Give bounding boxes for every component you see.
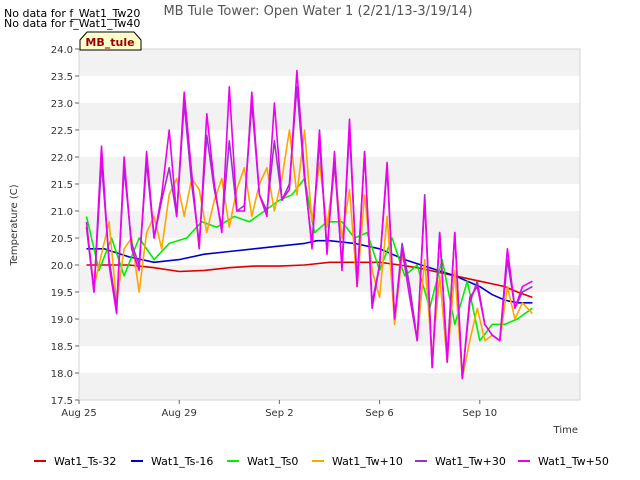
- y-tick-label: 22.0: [51, 153, 73, 164]
- series-line: [85, 129, 533, 380]
- legend-label: Wat1_Ts-16: [151, 455, 213, 468]
- legend-item: Wat1_Ts0: [227, 455, 298, 468]
- y-tick-label: 18.0: [51, 369, 73, 380]
- series-Wat1_Ts-16: [86, 239, 533, 304]
- series-line: [86, 239, 533, 304]
- legend-item: Wat1_Ts-16: [131, 455, 213, 468]
- y-tick-label: 17.5: [51, 396, 73, 407]
- y-tick-label: 21.5: [51, 180, 73, 191]
- grid-band: [79, 103, 580, 130]
- series-lines: [85, 69, 533, 380]
- station-tag: MB_tule: [79, 31, 142, 51]
- y-axis-label: Temperature (C): [9, 184, 20, 266]
- y-tick-label: 23.0: [51, 99, 73, 110]
- y-tick-label: 19.0: [51, 315, 73, 326]
- legend-item: Wat1_Ts-32: [34, 455, 116, 468]
- chart-title: MB Tule Tower: Open Water 1 (2/21/13-3/1…: [163, 4, 472, 19]
- y-tick-label: 21.0: [51, 207, 73, 218]
- grid-band: [79, 319, 580, 346]
- series-Wat1_Tw+10: [85, 129, 533, 380]
- x-tick-label: Aug 29: [161, 408, 196, 419]
- y-tick-label: 20.5: [51, 234, 73, 245]
- no-data-note-tw20: No data for f_Wat1_Tw20: [4, 7, 141, 20]
- legend-label: Wat1_Tw+30: [435, 455, 506, 468]
- x-tick-label: Sep 10: [462, 408, 497, 419]
- grid-band: [79, 157, 580, 184]
- y-tick-label: 19.5: [51, 288, 73, 299]
- legend-label: Wat1_Tw+50: [538, 455, 609, 468]
- x-tick-label: Aug 25: [61, 408, 96, 419]
- x-axis-ticks: Aug 25 Aug 29 Sep 2 Sep 6 Sep 10: [61, 400, 497, 419]
- legend-item: Wat1_Tw+50: [518, 455, 609, 468]
- x-tick-label: Sep 2: [265, 408, 293, 419]
- legend-label: Wat1_Ts-32: [54, 455, 116, 468]
- grid-band: [79, 49, 580, 76]
- y-tick-label: 24.0: [51, 45, 73, 56]
- legend-label: Wat1_Tw+10: [332, 455, 403, 468]
- y-tick-label: 22.5: [51, 126, 73, 137]
- series-Wat1_Ts0: [85, 177, 533, 342]
- station-tag-box: [79, 31, 142, 51]
- station-tag-label: MB_tule: [85, 36, 134, 49]
- no-data-note-tw40: No data for f_Wat1_Tw40: [4, 17, 141, 30]
- legend-item: Wat1_Tw+10: [312, 455, 403, 468]
- x-axis-label: Time: [553, 425, 578, 436]
- legend: Wat1_Ts-32 Wat1_Ts-16 Wat1_Ts0 Wat1_Tw+10 Wa…: [34, 455, 609, 468]
- grid-band: [79, 373, 580, 400]
- series-line: [85, 177, 533, 342]
- legend-label: Wat1_Ts0: [247, 455, 298, 468]
- series-Wat1_Tw+50: [85, 69, 533, 380]
- plot-frame: [78, 48, 581, 401]
- x-tick-label: Sep 6: [365, 408, 393, 419]
- y-tick-label: 23.5: [51, 72, 73, 83]
- series-line: [85, 69, 533, 380]
- y-tick-label: 20.0: [51, 261, 73, 272]
- legend-item: Wat1_Tw+30: [415, 455, 506, 468]
- y-tick-label: 18.5: [51, 342, 73, 353]
- y-axis-ticks: 17.5 18.0 18.5 19.0 19.5 20.0 20.5 21.0 21.5 22.0…: [51, 45, 79, 407]
